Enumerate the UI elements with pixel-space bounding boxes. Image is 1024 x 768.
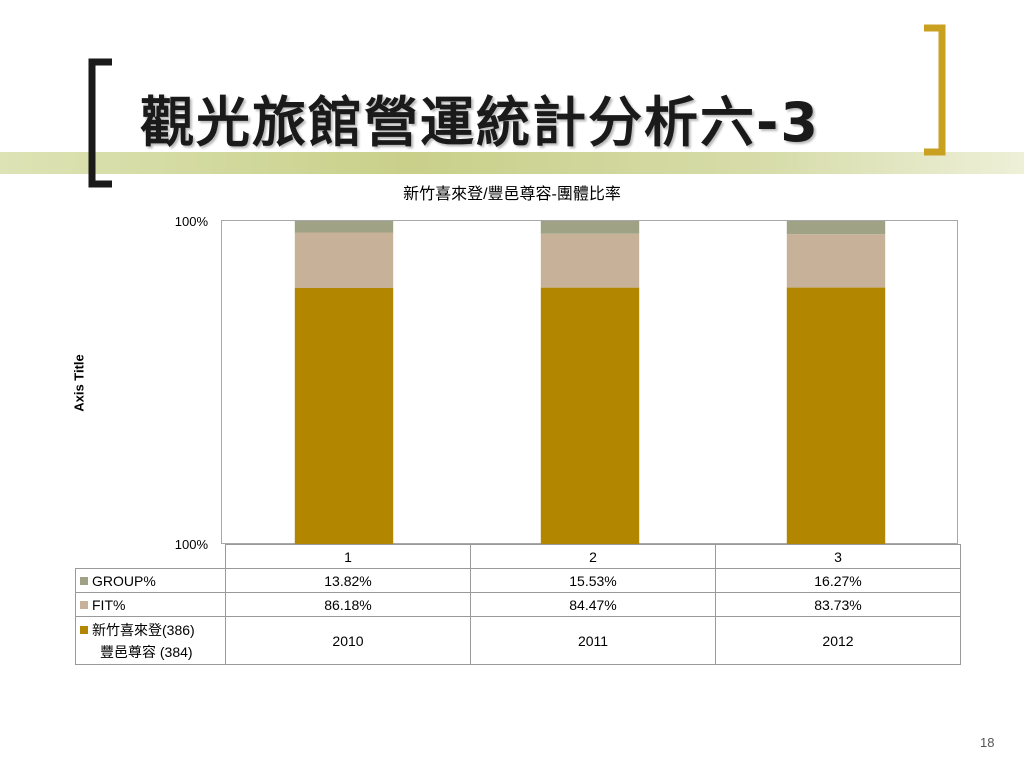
data-label: 15.53% [470, 568, 716, 593]
table-row: GROUP% 13.82% 15.53% 16.27% [75, 568, 961, 593]
y-tick-label-top: 100% [174, 214, 208, 229]
bar-segment-fit [294, 232, 394, 289]
page-number: 18 [980, 735, 995, 750]
data-label: 86.18% [225, 592, 471, 617]
table-header-row: 1 2 3 [76, 544, 961, 569]
bar-segment-group [294, 221, 394, 233]
category-label: 2 [470, 544, 716, 569]
data-label: 2012 [715, 616, 961, 665]
chart-plot [221, 220, 958, 544]
table-row: 新竹喜來登(386) 豐邑尊容 (384) 2010 2011 2012 [75, 616, 961, 665]
bar-segment-fit [540, 233, 640, 288]
bar-segment-hotel [786, 287, 886, 544]
y-tick-label-bottom: 100% [174, 537, 208, 552]
data-label: 84.47% [470, 592, 716, 617]
bar-segment-hotel [540, 287, 640, 544]
slide-title: 觀光旅館營運統計分析六-3 [140, 91, 820, 154]
legend-fit: FIT% [75, 592, 226, 617]
left-bracket [88, 58, 112, 188]
chart-title: 新竹喜來登/豐邑尊容-團體比率 [403, 186, 621, 203]
legend-group: GROUP% [75, 568, 226, 593]
table-row: FIT% 86.18% 84.47% 83.73% [75, 592, 961, 617]
right-bracket [924, 24, 946, 156]
table-corner [76, 545, 226, 569]
legend-swatch [80, 600, 88, 609]
category-label: 3 [715, 544, 961, 569]
data-label: 83.73% [715, 592, 961, 617]
data-table: 1 2 3 GROUP% 13.82% 15.53% 16.27% FIT% 8… [75, 544, 961, 665]
legend-hotel: 新竹喜來登(386) 豐邑尊容 (384) [75, 616, 226, 665]
data-label: 13.82% [225, 568, 471, 593]
series-name: GROUP% [92, 572, 156, 589]
bar-segment-hotel [294, 288, 394, 544]
bar-segment-group [786, 221, 886, 235]
bar-segment-group [540, 221, 640, 234]
header-band [0, 152, 1024, 174]
category-label: 1 [225, 544, 471, 569]
y-axis-title: Axis Title [71, 354, 87, 412]
series-name: FIT% [92, 596, 126, 613]
data-label: 2010 [225, 616, 471, 665]
bar-segment-fit [786, 234, 886, 288]
data-label: 16.27% [715, 568, 961, 593]
legend-swatch [80, 576, 88, 585]
data-label: 2011 [470, 616, 716, 665]
series-name: 新竹喜來登(386) 豐邑尊容 (384) [92, 621, 195, 660]
legend-swatch [80, 625, 88, 634]
